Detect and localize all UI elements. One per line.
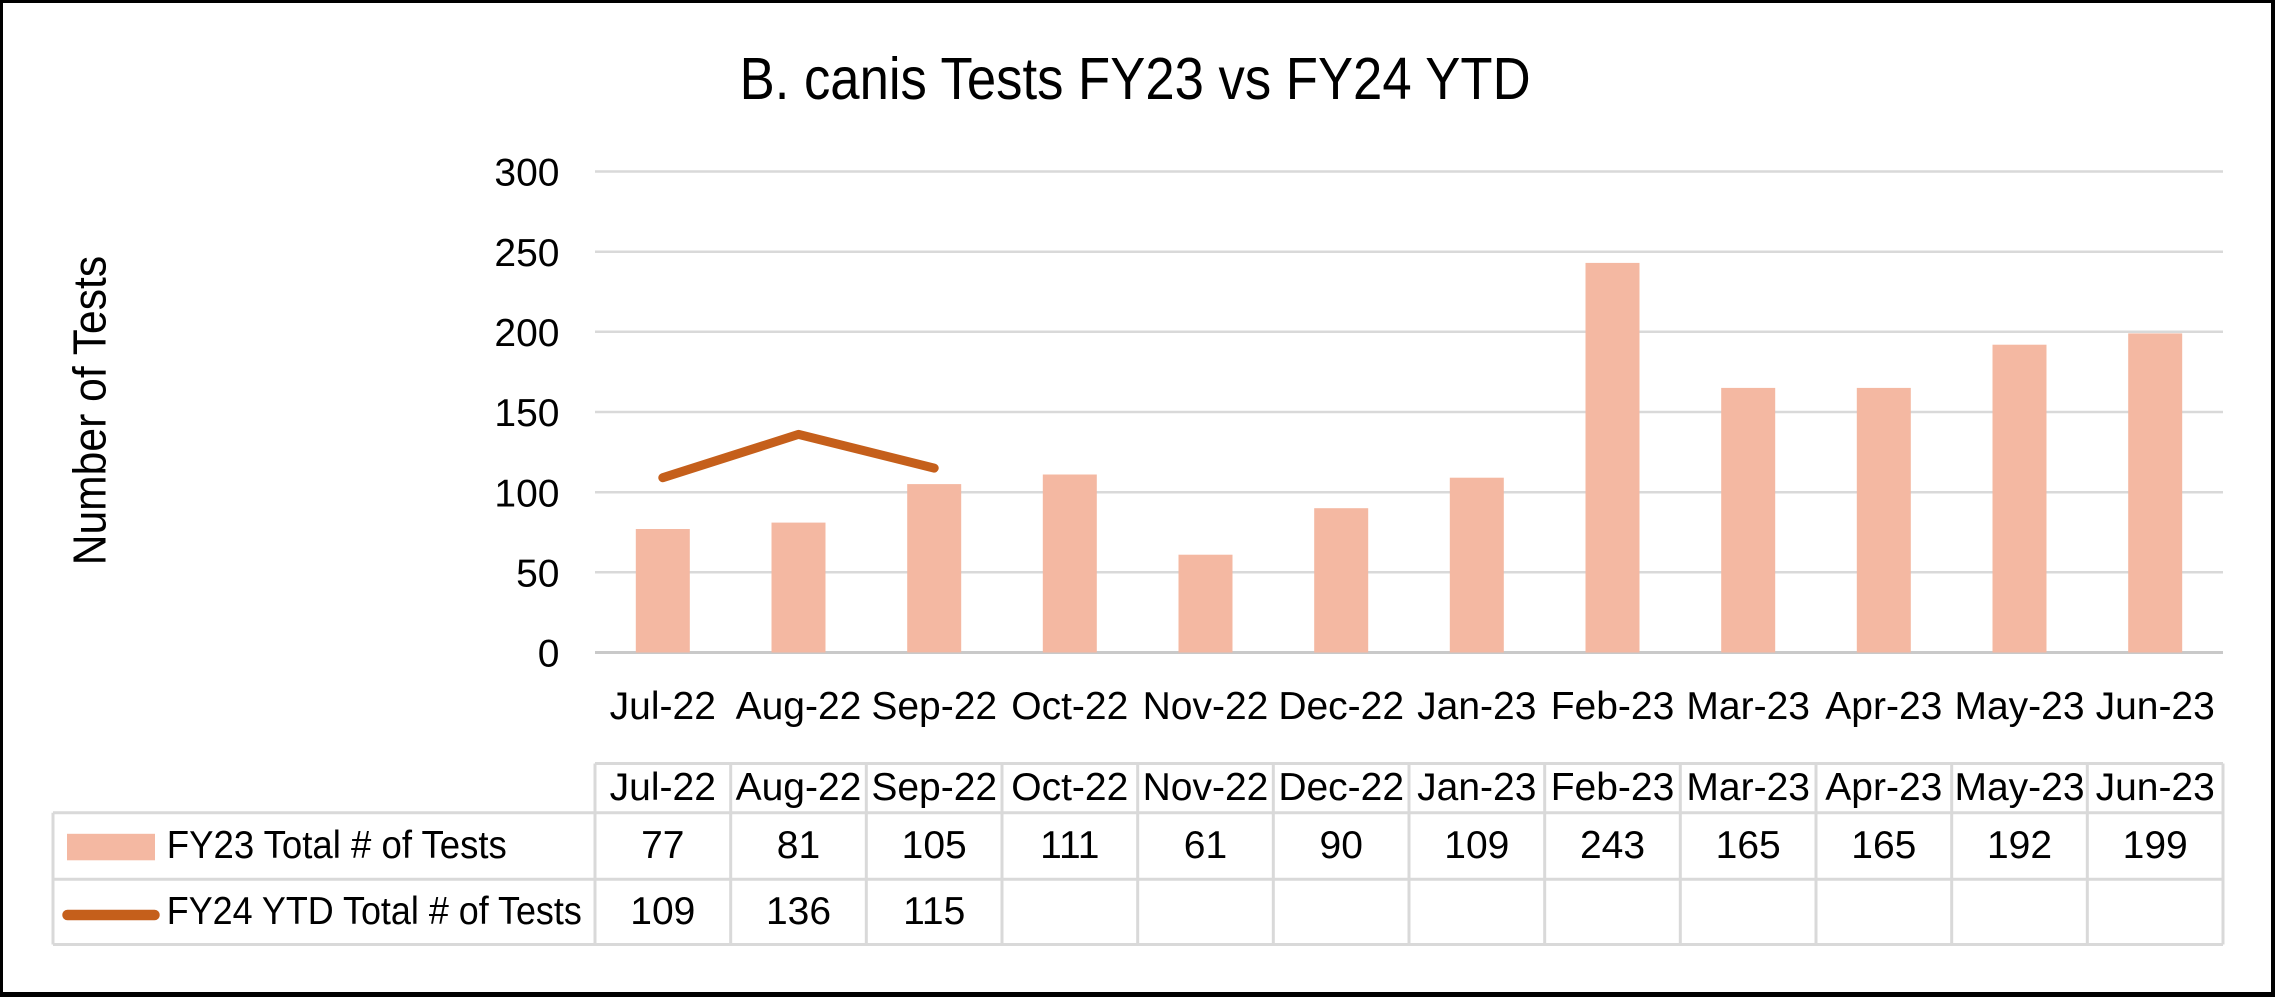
svg-text:250: 250 <box>494 232 559 275</box>
svg-text:Jan-23: Jan-23 <box>1417 685 1536 728</box>
svg-text:0: 0 <box>538 633 560 676</box>
svg-text:243: 243 <box>1580 824 1645 867</box>
svg-text:Dec-22: Dec-22 <box>1278 766 1404 809</box>
svg-text:FY23 Total # of Tests: FY23 Total # of Tests <box>167 824 507 867</box>
svg-text:May-23: May-23 <box>1954 685 2084 728</box>
svg-text:Feb-23: Feb-23 <box>1551 766 1675 809</box>
svg-text:Jun-23: Jun-23 <box>2096 685 2215 728</box>
svg-text:Oct-22: Oct-22 <box>1011 766 1128 809</box>
svg-text:61: 61 <box>1184 824 1227 867</box>
svg-text:Mar-23: Mar-23 <box>1686 685 1810 728</box>
svg-text:Feb-23: Feb-23 <box>1551 685 1675 728</box>
svg-text:199: 199 <box>2123 824 2188 867</box>
svg-text:B. canis Tests FY23 vs FY24 YT: B. canis Tests FY23 vs FY24 YTD <box>740 46 1531 112</box>
svg-text:Jul-22: Jul-22 <box>610 685 716 728</box>
svg-text:Aug-22: Aug-22 <box>736 766 862 809</box>
svg-text:192: 192 <box>1987 824 2052 867</box>
svg-text:50: 50 <box>516 552 559 595</box>
svg-text:77: 77 <box>641 824 684 867</box>
svg-text:Jan-23: Jan-23 <box>1417 766 1536 809</box>
svg-text:165: 165 <box>1851 824 1916 867</box>
svg-text:Apr-23: Apr-23 <box>1825 685 1942 728</box>
svg-text:150: 150 <box>494 392 559 435</box>
svg-text:Mar-23: Mar-23 <box>1686 766 1810 809</box>
svg-text:May-23: May-23 <box>1954 766 2084 809</box>
svg-text:Number of Tests: Number of Tests <box>63 256 115 566</box>
svg-text:Nov-22: Nov-22 <box>1143 685 1269 728</box>
svg-text:81: 81 <box>777 824 820 867</box>
svg-text:Sep-22: Sep-22 <box>871 685 997 728</box>
svg-text:Jun-23: Jun-23 <box>2096 766 2215 809</box>
svg-text:109: 109 <box>630 890 695 933</box>
svg-text:Nov-22: Nov-22 <box>1143 766 1269 809</box>
svg-text:109: 109 <box>1444 824 1509 867</box>
svg-text:90: 90 <box>1320 824 1363 867</box>
svg-text:165: 165 <box>1716 824 1781 867</box>
svg-text:Aug-22: Aug-22 <box>736 685 862 728</box>
svg-text:136: 136 <box>766 890 831 933</box>
svg-text:300: 300 <box>494 152 559 195</box>
svg-text:115: 115 <box>903 890 965 933</box>
svg-text:Dec-22: Dec-22 <box>1278 685 1404 728</box>
svg-text:FY24 YTD Total # of Tests: FY24 YTD Total # of Tests <box>167 890 582 933</box>
svg-text:105: 105 <box>902 824 967 867</box>
svg-text:111: 111 <box>1040 824 1099 867</box>
svg-text:Jul-22: Jul-22 <box>610 766 716 809</box>
svg-text:200: 200 <box>494 312 559 355</box>
svg-text:Oct-22: Oct-22 <box>1011 685 1128 728</box>
svg-text:100: 100 <box>494 472 559 515</box>
svg-text:Sep-22: Sep-22 <box>871 766 997 809</box>
svg-text:Apr-23: Apr-23 <box>1825 766 1942 809</box>
